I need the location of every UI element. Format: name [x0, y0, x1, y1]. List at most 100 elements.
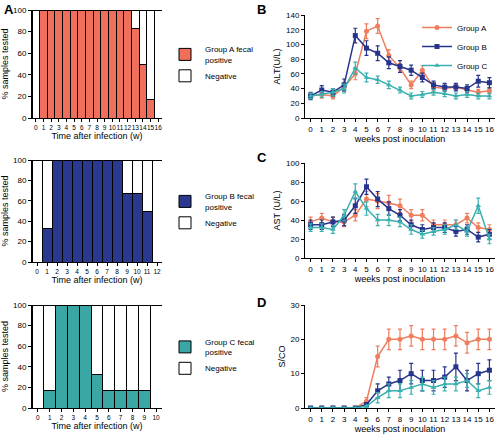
- svg-text:14: 14: [463, 125, 472, 134]
- svg-text:3: 3: [342, 125, 347, 134]
- svg-text:120: 120: [286, 26, 300, 35]
- svg-text:Group C: Group C: [457, 62, 487, 71]
- svg-text:0: 0: [295, 114, 300, 123]
- svg-text:Negative: Negative: [205, 364, 237, 373]
- svg-text:40: 40: [17, 217, 26, 226]
- svg-text:9: 9: [125, 268, 129, 275]
- svg-text:3: 3: [342, 265, 347, 274]
- svg-text:20: 20: [17, 237, 26, 246]
- svg-text:80: 80: [17, 176, 26, 185]
- svg-text:16: 16: [485, 415, 494, 424]
- svg-text:Negative: Negative: [205, 72, 237, 81]
- svg-text:1: 1: [320, 265, 325, 274]
- svg-text:60: 60: [17, 49, 26, 58]
- svg-text:0: 0: [22, 404, 27, 413]
- svg-text:10: 10: [418, 265, 427, 274]
- svg-text:10: 10: [109, 124, 117, 131]
- svg-text:0: 0: [295, 404, 300, 413]
- svg-text:% samples tested: % samples tested: [0, 321, 10, 392]
- svg-text:0: 0: [36, 414, 40, 421]
- svg-text:7: 7: [105, 268, 109, 275]
- svg-text:16: 16: [485, 125, 494, 134]
- svg-text:Group B: Group B: [457, 43, 487, 52]
- svg-text:100: 100: [13, 6, 27, 15]
- svg-text:14: 14: [463, 265, 472, 274]
- svg-text:8: 8: [398, 125, 403, 134]
- svg-text:20: 20: [17, 92, 26, 101]
- svg-text:15: 15: [474, 415, 483, 424]
- svg-text:weeks post inoculation: weeks post inoculation: [354, 134, 446, 144]
- svg-text:15: 15: [147, 124, 155, 131]
- svg-text:Time after infection (w): Time after infection (w): [51, 275, 142, 285]
- svg-text:5: 5: [364, 415, 369, 424]
- svg-text:2: 2: [331, 415, 336, 424]
- svg-text:30: 30: [290, 301, 299, 310]
- svg-text:2: 2: [331, 125, 336, 134]
- svg-text:40: 40: [290, 84, 299, 93]
- svg-text:80: 80: [17, 27, 26, 36]
- svg-text:14: 14: [463, 415, 472, 424]
- svg-text:2: 2: [331, 265, 336, 274]
- svg-text:8: 8: [398, 415, 403, 424]
- svg-text:C: C: [257, 150, 267, 165]
- svg-text:4: 4: [353, 415, 358, 424]
- svg-text:1: 1: [320, 415, 325, 424]
- svg-text:9: 9: [409, 415, 414, 424]
- svg-text:100: 100: [13, 156, 27, 165]
- svg-text:12: 12: [440, 415, 449, 424]
- svg-text:11: 11: [429, 125, 438, 134]
- svg-text:9: 9: [103, 124, 107, 131]
- svg-text:60: 60: [17, 197, 26, 206]
- svg-text:8: 8: [398, 265, 403, 274]
- svg-text:9: 9: [409, 265, 414, 274]
- svg-text:2: 2: [49, 124, 53, 131]
- svg-text:0: 0: [22, 114, 27, 123]
- svg-text:40: 40: [290, 216, 299, 225]
- svg-text:15: 15: [474, 265, 483, 274]
- svg-text:13: 13: [132, 124, 140, 131]
- svg-text:20: 20: [290, 99, 299, 108]
- svg-text:5: 5: [364, 265, 369, 274]
- svg-text:20: 20: [17, 383, 26, 392]
- svg-text:12: 12: [124, 124, 132, 131]
- svg-text:14: 14: [139, 124, 147, 131]
- svg-text:3: 3: [57, 124, 61, 131]
- svg-text:6: 6: [375, 265, 380, 274]
- svg-text:4: 4: [83, 414, 87, 421]
- svg-text:6: 6: [375, 415, 380, 424]
- svg-text:13: 13: [451, 415, 460, 424]
- svg-text:16: 16: [155, 124, 163, 131]
- svg-text:100: 100: [286, 40, 300, 49]
- svg-text:10: 10: [418, 125, 427, 134]
- svg-text:10: 10: [152, 414, 160, 421]
- svg-text:Group A: Group A: [457, 24, 487, 33]
- svg-text:2: 2: [60, 414, 64, 421]
- svg-text:60: 60: [290, 197, 299, 206]
- svg-text:6: 6: [95, 268, 99, 275]
- svg-text:0: 0: [308, 265, 313, 274]
- svg-text:40: 40: [17, 363, 26, 372]
- svg-text:B: B: [257, 2, 266, 17]
- svg-text:7: 7: [387, 265, 392, 274]
- svg-text:2: 2: [55, 268, 59, 275]
- svg-text:AST (U/L): AST (U/L): [272, 191, 282, 231]
- svg-text:10: 10: [418, 415, 427, 424]
- svg-text:100: 100: [13, 301, 27, 310]
- svg-text:7: 7: [88, 124, 92, 131]
- svg-text:1: 1: [42, 124, 46, 131]
- svg-text:3: 3: [72, 414, 76, 421]
- svg-text:16: 16: [485, 265, 494, 274]
- svg-text:20: 20: [290, 335, 299, 344]
- svg-text:5: 5: [95, 414, 99, 421]
- svg-text:4: 4: [353, 125, 358, 134]
- svg-text:60: 60: [17, 342, 26, 351]
- svg-text:6: 6: [80, 124, 84, 131]
- svg-text:0: 0: [295, 254, 300, 263]
- svg-text:10: 10: [290, 369, 299, 378]
- svg-text:weeks post inoculation: weeks post inoculation: [354, 424, 446, 434]
- svg-text:11: 11: [117, 124, 124, 131]
- svg-text:Time after infection (w): Time after infection (w): [51, 131, 142, 141]
- svg-text:100: 100: [286, 159, 300, 168]
- svg-text:7: 7: [387, 415, 392, 424]
- svg-text:Group C fecalpositive: Group C fecalpositive: [205, 338, 255, 357]
